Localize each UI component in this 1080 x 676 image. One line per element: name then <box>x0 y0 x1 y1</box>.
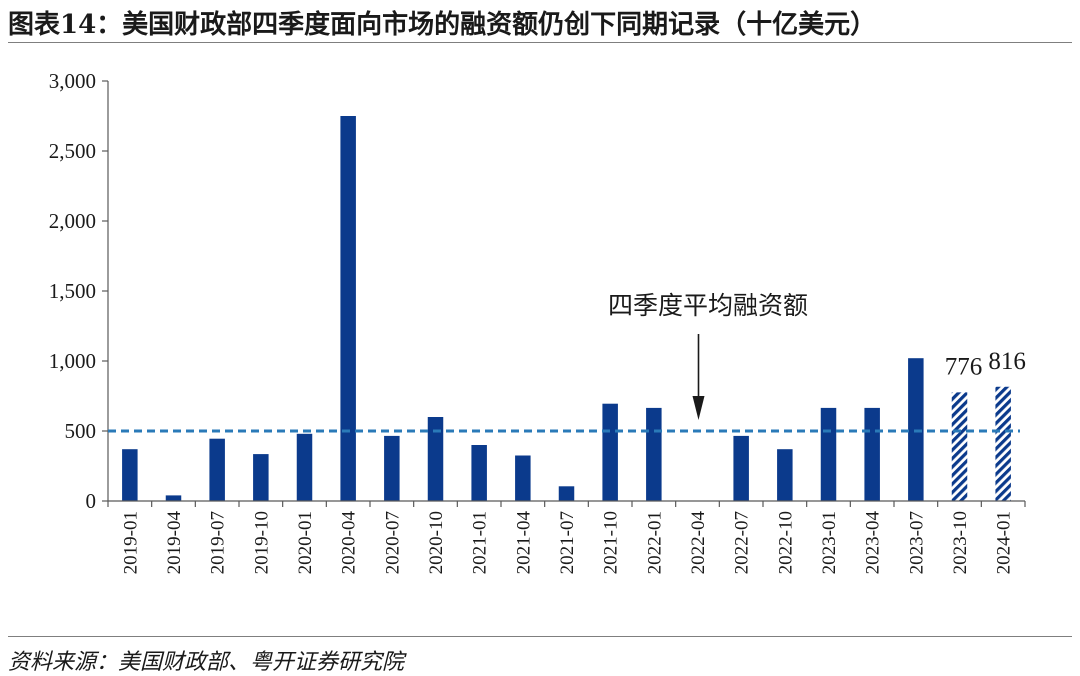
y-tick-label: 2,500 <box>49 139 96 163</box>
title-divider <box>8 42 1072 43</box>
bar <box>296 433 313 501</box>
bar-hatched <box>951 392 968 501</box>
bar <box>777 449 793 501</box>
x-tick-label: 2021-10 <box>601 511 622 574</box>
bar <box>733 435 749 501</box>
x-tick-label: 2019-10 <box>251 511 272 574</box>
source-note: 资料来源：美国财政部、粤开证券研究院 <box>8 650 405 675</box>
y-tick-label: 1,500 <box>49 279 96 303</box>
y-axis: 0 500 1,000 1,500 2,000 2,500 3,000 <box>49 69 109 513</box>
x-tick-label: 2023-07 <box>906 511 927 574</box>
bar <box>515 455 531 501</box>
x-tick-label: 2019-01 <box>120 511 141 574</box>
x-tick-label: 2020-04 <box>339 511 360 575</box>
bar <box>602 403 618 501</box>
bar <box>165 495 182 501</box>
bar <box>864 407 880 501</box>
y-tick-label: 3,000 <box>49 69 96 93</box>
x-tick-label: 2021-01 <box>470 511 491 574</box>
data-label: 776 <box>945 353 983 380</box>
bar <box>253 454 269 501</box>
x-axis: 2019-01 2019-04 2019-07 2019-10 2020-01 2020-… <box>107 500 1026 575</box>
x-tick-label: 2021-04 <box>513 511 534 575</box>
x-tick-label: 2024-01 <box>994 511 1015 574</box>
bar <box>646 407 662 501</box>
x-tick-label: 2023-10 <box>950 511 971 574</box>
x-tick-label: 2022-07 <box>732 511 753 574</box>
x-tick-label: 2022-04 <box>688 511 709 575</box>
bar <box>820 407 837 501</box>
bar-hatched <box>995 386 1011 501</box>
page-title: 图表14：美国财政部四季度面向市场的融资额仍创下同期记录（十亿美元） <box>8 10 877 40</box>
y-tick-label: 500 <box>65 419 97 443</box>
bar <box>209 438 225 501</box>
bar <box>471 445 487 501</box>
x-tick-label: 2020-07 <box>382 511 403 574</box>
bar <box>340 116 356 501</box>
annotation-arrow-head <box>692 396 705 420</box>
footer-divider <box>8 636 1072 637</box>
y-tick-label: 2,000 <box>49 209 96 233</box>
x-tick-label: 2019-07 <box>208 511 229 574</box>
x-tick-label: 2022-01 <box>644 511 665 574</box>
x-tick-label: 2019-04 <box>164 511 185 575</box>
x-tick-label: 2022-10 <box>775 511 796 574</box>
x-tick-label: 2020-01 <box>295 511 316 574</box>
data-labels: 776 816 <box>945 348 1026 381</box>
y-tick-label: 1,000 <box>49 349 96 373</box>
data-label: 816 <box>988 348 1026 375</box>
bar <box>384 435 400 501</box>
x-tick-label: 2021-07 <box>557 511 578 574</box>
reference-line-label: 四季度平均融资额 <box>608 291 808 320</box>
bar <box>122 449 138 501</box>
annotation: 四季度平均融资额 <box>608 291 808 420</box>
x-tick-label: 2023-04 <box>863 511 884 575</box>
y-tick-label: 0 <box>86 489 97 513</box>
bar <box>427 417 444 501</box>
x-tick-label: 2023-01 <box>819 511 840 574</box>
bars <box>122 116 1011 501</box>
bar <box>558 486 575 501</box>
x-tick-label: 2020-10 <box>426 511 447 574</box>
